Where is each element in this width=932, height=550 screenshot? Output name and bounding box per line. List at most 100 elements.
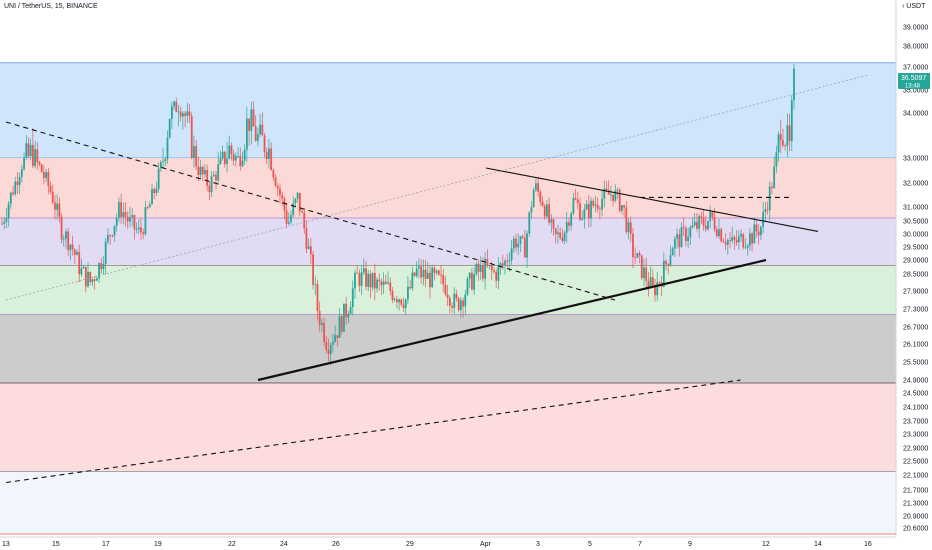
candle-body xyxy=(612,194,614,201)
candle-body xyxy=(188,111,191,116)
candle-body xyxy=(351,288,354,308)
candle-body xyxy=(190,115,193,158)
price-tick-label: 26.1000 xyxy=(903,342,928,349)
candle-body xyxy=(274,177,277,187)
candle-body xyxy=(51,191,54,203)
candle-body xyxy=(521,236,524,238)
candle-body xyxy=(219,158,222,165)
candle-body xyxy=(252,109,255,127)
candle-body xyxy=(373,272,376,289)
price-tick-label: 31.0000 xyxy=(903,205,928,212)
candle-body xyxy=(667,263,670,266)
candle-body xyxy=(621,205,623,211)
candle-body xyxy=(248,118,250,131)
time-tick-label: 22 xyxy=(228,541,236,548)
price-tick-label: 38.0000 xyxy=(903,44,928,51)
candle-body xyxy=(184,113,187,116)
candle-body xyxy=(254,126,257,141)
candle-body xyxy=(336,335,339,338)
candle-body xyxy=(221,151,224,159)
candle-body xyxy=(561,237,564,241)
candle-body xyxy=(395,299,398,303)
candle-body xyxy=(193,146,195,158)
candle-body xyxy=(168,118,171,138)
candle-body xyxy=(415,268,418,276)
candle-body xyxy=(104,241,107,264)
candle-body xyxy=(490,265,493,271)
candle-body xyxy=(82,266,85,269)
candle-body xyxy=(444,284,447,295)
candle-body xyxy=(786,125,789,146)
candle-body xyxy=(230,145,233,155)
time-tick-label: 26 xyxy=(332,541,340,548)
time-tick-label: 24 xyxy=(280,541,288,548)
candle-body xyxy=(473,274,476,290)
candle-body xyxy=(354,272,356,289)
candle-body xyxy=(605,188,608,191)
candle-body xyxy=(501,263,504,265)
candle-body xyxy=(345,303,348,318)
candle-body xyxy=(585,204,588,210)
candle-body xyxy=(73,249,76,256)
candle-body xyxy=(122,212,125,217)
candle-body xyxy=(303,212,306,229)
candle-body xyxy=(587,204,590,219)
trendlines-layer xyxy=(5,74,869,484)
candle-body xyxy=(665,260,667,264)
time-tick-label: 14 xyxy=(814,541,822,548)
candle-body xyxy=(309,246,312,255)
candle-body xyxy=(616,189,619,191)
candle-body xyxy=(696,221,698,229)
candle-body xyxy=(7,203,10,219)
candle-body xyxy=(89,271,92,283)
candle-body xyxy=(376,279,378,289)
candle-body xyxy=(137,227,140,230)
candle-body xyxy=(1,223,3,225)
candle-body xyxy=(557,232,559,235)
candle-body xyxy=(482,264,484,279)
candle-body xyxy=(729,240,731,241)
price-tick-label: 28.5000 xyxy=(903,272,928,279)
time-tick-label: Apr xyxy=(480,541,492,548)
candle-body xyxy=(760,226,762,236)
candle-body xyxy=(603,188,606,199)
candle-body xyxy=(159,161,162,169)
candle-body xyxy=(208,185,211,193)
candle-body xyxy=(166,137,169,159)
candle-body xyxy=(768,186,771,211)
candle-body xyxy=(129,217,131,222)
candle-body xyxy=(541,202,544,206)
candle-body xyxy=(718,229,720,237)
currency-label[interactable]: ‹ USDT xyxy=(902,3,925,10)
zone-band xyxy=(0,265,896,315)
candle-body xyxy=(18,176,21,185)
candle-body xyxy=(517,243,520,248)
candle-body xyxy=(36,149,39,163)
candle-body xyxy=(601,198,603,210)
candle-body xyxy=(751,233,753,244)
candle-body xyxy=(402,304,405,309)
candle-body xyxy=(422,269,425,278)
candle-body xyxy=(413,272,416,276)
candle-body xyxy=(552,219,555,229)
candle-body xyxy=(583,209,586,219)
candle-body xyxy=(746,245,749,248)
candle-body xyxy=(393,299,396,301)
candle-body xyxy=(301,211,303,213)
candle-body xyxy=(12,192,14,195)
candle-body xyxy=(484,258,487,279)
candle-body xyxy=(634,257,637,259)
candle-body xyxy=(753,224,756,244)
candle-body xyxy=(362,268,365,273)
candle-body xyxy=(693,221,696,226)
candle-body xyxy=(468,272,471,279)
zone-band xyxy=(0,62,896,158)
candle-body xyxy=(71,244,74,250)
candle-body xyxy=(654,285,656,296)
candle-body xyxy=(784,145,787,147)
candle-body xyxy=(598,208,601,210)
candle-body xyxy=(49,186,52,192)
candle-body xyxy=(80,268,83,275)
candle-body xyxy=(283,198,286,211)
